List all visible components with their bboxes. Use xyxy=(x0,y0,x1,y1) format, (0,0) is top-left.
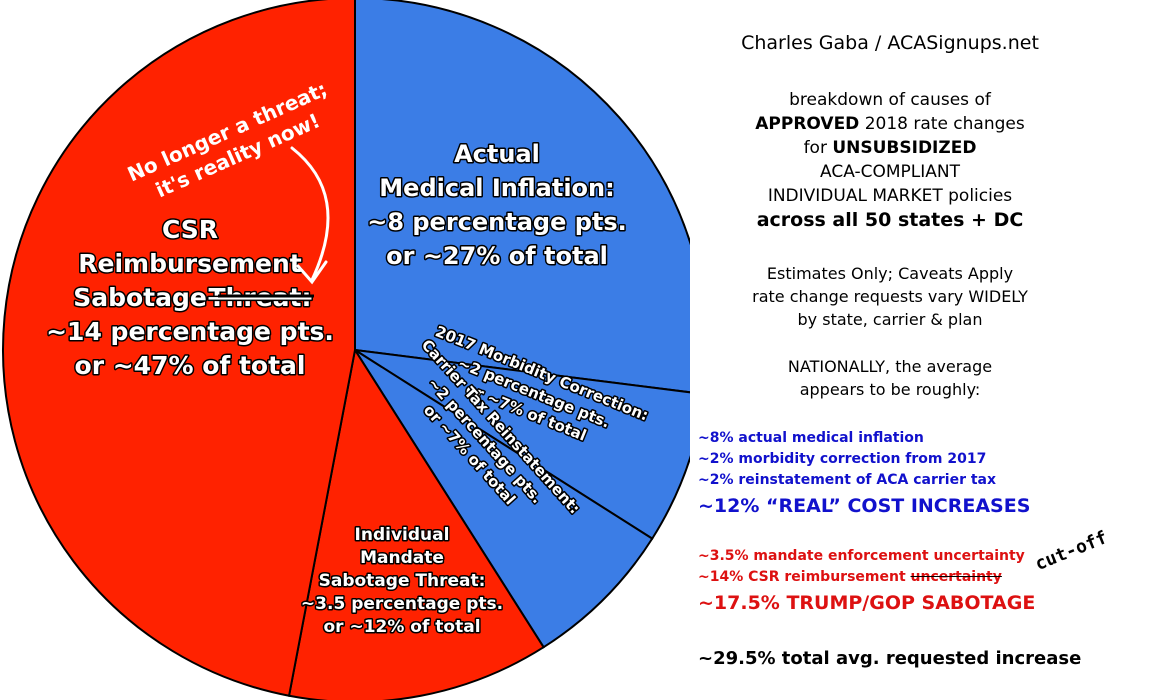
breakdown-line-4: ACA-COMPLIANT xyxy=(820,162,960,182)
sabotage-item: ~14% CSR reimbursement uncertainty xyxy=(698,567,1035,588)
slice-label-csr-sabotage: CSR Reimbursement SabotageThreat: ~14 perce… xyxy=(46,215,334,380)
struck-word: uncertainty xyxy=(910,569,1002,585)
real-cost-list: ~8% actual medical inflation ~2% morbidi… xyxy=(698,428,1030,521)
sabotage-total: ~17.5% TRUMP/GOP SABOTAGE xyxy=(698,592,1036,614)
breakdown-line-2: APPROVED 2018 rate changes xyxy=(690,112,1090,136)
pie-slice-csr-sabotage xyxy=(2,0,356,697)
cut-off-annotation: cut-off xyxy=(1032,527,1111,575)
curved-arrow-icon xyxy=(290,146,330,285)
approved-word: APPROVED xyxy=(755,114,860,134)
sabotage-list: ~3.5% mandate enforcement uncertainty ~1… xyxy=(698,546,1035,618)
csr-text: ~14% CSR reimbursement xyxy=(698,569,911,585)
rate-changes-text: 2018 rate changes xyxy=(859,114,1025,134)
real-cost-item: ~2% morbidity correction from 2017 xyxy=(698,451,987,467)
national-text: NATIONALLY, the average appears to be ro… xyxy=(690,355,1090,401)
grand-total: ~29.5% total avg. requested increase xyxy=(698,648,1082,669)
unsubsidized-word: UNSUBSIDIZED xyxy=(832,138,977,158)
caveat-line-2: rate change requests vary WIDELY xyxy=(752,287,1028,306)
real-cost-item: ~2% reinstatement of ACA carrier tax xyxy=(698,472,997,488)
info-panel: Charles Gaba / ACASignups.net breakdown … xyxy=(690,0,1145,700)
national-line-1: NATIONALLY, the average xyxy=(787,357,993,376)
real-cost-total: ~12% “REAL” COST INCREASES xyxy=(698,495,1031,517)
real-cost-item: ~8% actual medical inflation xyxy=(698,430,924,446)
pie-chart: Actual Medical Inflation: ~8 percentage pt… xyxy=(2,0,690,700)
caveat-line-1: Estimates Only; Caveats Apply xyxy=(766,264,1014,283)
credit-line: Charles Gaba / ACASignups.net xyxy=(741,32,1039,54)
pie-slice-carrier-tax xyxy=(354,349,654,649)
slice-label-medical-inflation: Actual Medical Inflation: ~8 percentage pt… xyxy=(367,140,627,270)
breakdown-line-6: across all 50 states + DC xyxy=(756,209,1024,231)
for-text: for xyxy=(803,138,833,158)
breakdown-description: breakdown of causes of APPROVED 2018 rat… xyxy=(690,88,1090,232)
caveat-line-3: by state, carrier & plan xyxy=(797,310,983,329)
sabotage-item: ~3.5% mandate enforcement uncertainty xyxy=(698,548,1025,564)
slice-label-mandate-sabotage: Individual Mandate Sabotage Threat: ~3.5 pe… xyxy=(301,525,503,637)
national-line-2: appears to be roughly: xyxy=(799,380,981,399)
pie-slice-mandate-sabotage xyxy=(287,347,545,700)
caveat-text: Estimates Only; Caveats Apply rate chang… xyxy=(690,262,1090,331)
breakdown-line-5: INDIVIDUAL MARKET policies xyxy=(767,186,1013,206)
pie-slice-morbidity-correction xyxy=(354,349,690,540)
breakdown-line-1: breakdown of causes of xyxy=(789,90,991,110)
pie-slice-medical-inflation xyxy=(354,0,690,394)
breakdown-line-3: for UNSUBSIDIZED xyxy=(690,136,1090,160)
